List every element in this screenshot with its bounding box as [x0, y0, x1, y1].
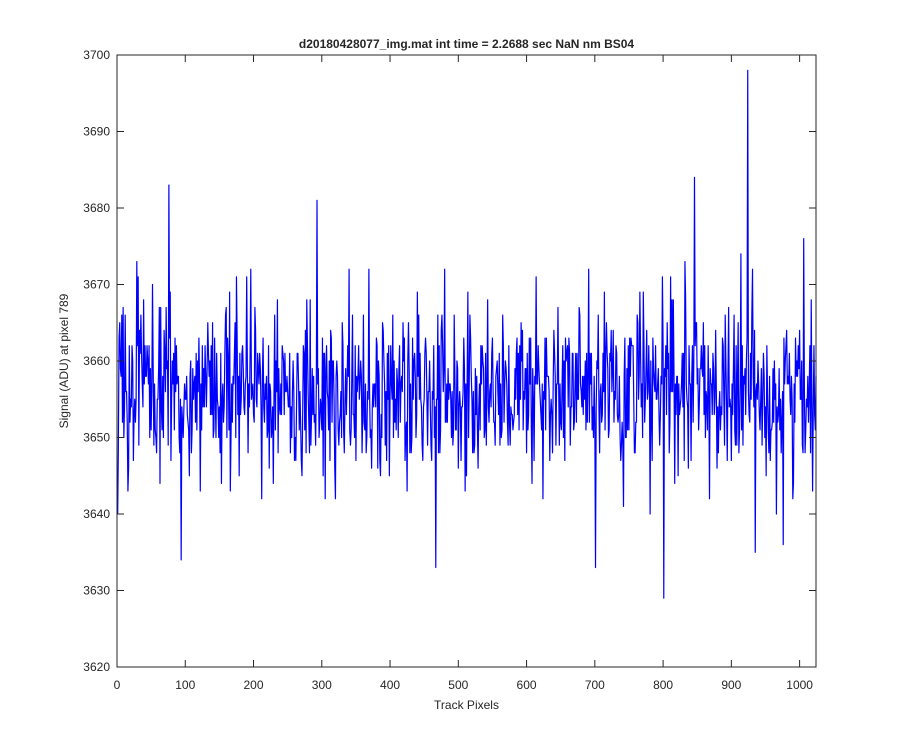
x-tick-label: 100: [175, 678, 195, 692]
y-tick-label: 3620: [83, 660, 110, 674]
x-tick-label: 600: [517, 678, 537, 692]
x-tick-label: 0: [114, 678, 121, 692]
x-tick-label: 300: [312, 678, 332, 692]
y-tick-label: 3650: [83, 431, 110, 445]
chart-title: d20180428077_img.mat int time = 2.2688 s…: [299, 37, 635, 51]
y-tick-label: 3700: [83, 48, 110, 62]
x-tick-label: 200: [244, 678, 264, 692]
y-tick-label: 3690: [83, 125, 110, 139]
x-tick-label: 400: [380, 678, 400, 692]
y-tick-label: 3630: [83, 584, 110, 598]
y-tick-label: 3660: [83, 354, 110, 368]
tick-layer: 0 100 200 300 400 500 600 700 800 900 1000 3620 3630…: [83, 48, 816, 692]
x-tick-label: 700: [585, 678, 605, 692]
x-tick-label: 500: [448, 678, 468, 692]
y-axis-label: Signal (ADU) at pixel 789: [57, 293, 71, 428]
y-tick-label: 3640: [83, 507, 110, 521]
x-tick-label: 1000: [786, 678, 813, 692]
axes-box: [116, 54, 817, 668]
x-tick-label: 900: [721, 678, 741, 692]
signal-series-line: [117, 69, 817, 599]
x-axis-label: Track Pixels: [434, 698, 499, 712]
y-tick-label: 3670: [83, 278, 110, 292]
x-tick-label: 800: [653, 678, 673, 692]
plot-area: [117, 55, 816, 667]
y-tick-label: 3680: [83, 201, 110, 215]
series-layer: [117, 69, 817, 599]
